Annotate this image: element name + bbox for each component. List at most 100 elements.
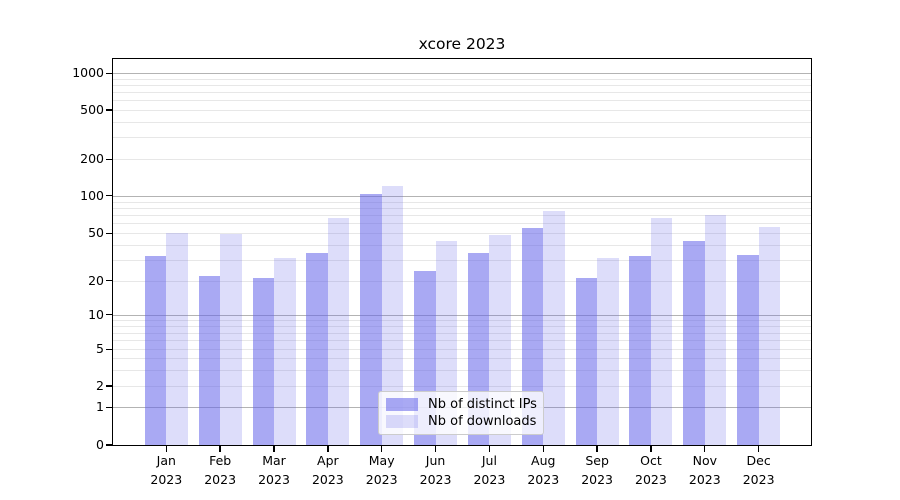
x-tick-year: 2023 [581, 471, 613, 487]
legend-row-distinct-ips: Nb of distinct IPs [386, 396, 537, 412]
x-tick-label: May 2023 [354, 452, 410, 490]
x-tick-month: May [368, 453, 395, 468]
y-tick-mark [106, 348, 113, 350]
bar-downloads [274, 258, 296, 445]
y-tick-label: 10 [88, 306, 104, 322]
x-tick-mark [542, 446, 544, 452]
x-tick-month: Apr [317, 453, 339, 468]
y-tick-label: 0 [96, 436, 104, 452]
y-tick-label: 1 [96, 399, 104, 415]
y-tick-label: 1000 [72, 65, 104, 81]
x-tick-label: Oct 2023 [623, 452, 679, 490]
x-tick-month: Jun [425, 453, 446, 468]
x-tick-mark [327, 446, 329, 452]
bar-distinct-ips [683, 241, 705, 445]
legend-swatch-distinct-ips [386, 397, 418, 411]
x-tick-year: 2023 [473, 471, 506, 487]
x-tick-year: 2023 [527, 471, 560, 487]
gridline-minor [113, 137, 811, 139]
bar-downloads [327, 218, 350, 445]
x-tick-mark [273, 446, 275, 452]
y-tick-mark [106, 195, 113, 197]
bar-distinct-ips [306, 253, 328, 445]
gridline-minor [113, 159, 811, 161]
gridline-minor [113, 259, 811, 261]
x-tick-label: Apr 2023 [300, 452, 356, 490]
y-tick-mark [106, 109, 113, 111]
y-tick-label: 100 [80, 187, 104, 203]
plot-area [113, 59, 811, 445]
gridline-minor [113, 325, 811, 327]
y-tick-label: 200 [80, 151, 104, 167]
x-tick-label: Jan 2023 [138, 452, 194, 490]
bar-downloads [543, 210, 565, 445]
x-tick-month: Dec [746, 453, 771, 468]
legend-label-downloads: Nb of downloads [428, 414, 537, 430]
bar-downloads [758, 227, 781, 445]
x-tick-month: Jul [481, 453, 497, 468]
bar-distinct-ips [737, 254, 759, 445]
gridline-minor [113, 85, 811, 87]
bar-distinct-ips [360, 193, 382, 445]
bar-downloads [597, 258, 619, 445]
y-tick-mark [106, 72, 113, 74]
gridline-minor [113, 92, 811, 94]
x-tick-mark [704, 446, 706, 452]
bar-distinct-ips [575, 278, 598, 445]
legend: Nb of distinct IPs Nb of downloads [378, 391, 544, 435]
gridline-minor [113, 100, 811, 102]
x-tick-month: Oct [640, 453, 662, 468]
bar-distinct-ips [521, 228, 544, 445]
x-tick-mark [381, 446, 383, 452]
x-tick-mark [165, 446, 167, 452]
gridline-minor [113, 319, 811, 321]
gridline-minor [113, 349, 811, 351]
y-tick-mark [106, 158, 113, 160]
gridline-minor [113, 280, 811, 282]
x-tick-mark [434, 446, 437, 452]
x-tick-mark [650, 446, 652, 452]
legend-row-downloads: Nb of downloads [386, 414, 536, 429]
bar-distinct-ips [144, 256, 167, 445]
gridline-minor [113, 110, 811, 111]
gridline-minor [113, 233, 811, 235]
bar-downloads [704, 215, 727, 445]
x-tick-label: Mar 2023 [246, 452, 302, 490]
y-tick-label: 500 [80, 101, 104, 117]
bar-downloads [650, 218, 673, 445]
x-tick-year: 2023 [204, 471, 237, 487]
x-tick-month: Mar [262, 453, 286, 468]
y-tick-mark [106, 280, 113, 282]
legend-swatch-downloads [386, 415, 418, 429]
gridline-minor [113, 207, 811, 209]
y-tick-label: 50 [88, 225, 104, 241]
gridline-minor [113, 223, 811, 225]
gridline-minor [113, 369, 811, 371]
x-tick-year: 2023 [419, 471, 452, 487]
x-tick-year: 2023 [742, 471, 775, 487]
x-tick-month: Sep [585, 453, 609, 468]
y-tick-label: 20 [88, 272, 104, 288]
x-tick-label: Aug 2023 [515, 452, 571, 490]
legend-label-distinct-ips: Nb of distinct IPs [428, 396, 537, 412]
gridline-minor [113, 332, 811, 334]
x-tick-label: Feb 2023 [192, 452, 248, 490]
x-tick-year: 2023 [311, 471, 344, 487]
x-tick-mark [219, 446, 221, 452]
gridline-minor [113, 386, 811, 387]
x-tick-label: Dec 2023 [731, 452, 787, 490]
x-tick-year: 2023 [688, 471, 721, 487]
gridline-major [113, 314, 811, 316]
x-tick-mark [757, 446, 760, 452]
y-tick-mark [106, 385, 113, 387]
x-tick-month: Feb [209, 453, 232, 468]
bar-distinct-ips [252, 278, 274, 445]
x-tick-year: 2023 [258, 471, 290, 487]
gridline-minor [113, 122, 811, 123]
x-tick-month: Jan [156, 453, 176, 468]
x-tick-label: Sep 2023 [569, 452, 625, 490]
y-tick-mark [106, 444, 113, 446]
y-tick-mark [106, 314, 113, 316]
y-tick-label: 2 [96, 377, 104, 393]
y-tick-label: 5 [96, 341, 104, 357]
